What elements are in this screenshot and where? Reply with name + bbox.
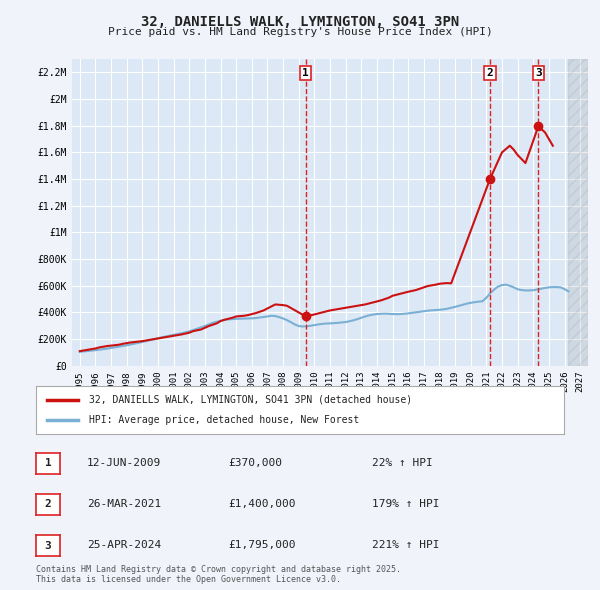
Text: 3: 3 (535, 68, 542, 78)
Text: 179% ↑ HPI: 179% ↑ HPI (372, 499, 439, 509)
Text: 2: 2 (487, 68, 493, 78)
Text: 32, DANIELLS WALK, LYMINGTON, SO41 3PN: 32, DANIELLS WALK, LYMINGTON, SO41 3PN (141, 15, 459, 29)
Text: 2: 2 (44, 500, 52, 509)
Text: 1: 1 (44, 458, 52, 468)
Text: 32, DANIELLS WALK, LYMINGTON, SO41 3PN (detached house): 32, DANIELLS WALK, LYMINGTON, SO41 3PN (… (89, 395, 412, 405)
Text: 3: 3 (44, 541, 52, 550)
Text: 221% ↑ HPI: 221% ↑ HPI (372, 540, 439, 550)
Text: HPI: Average price, detached house, New Forest: HPI: Average price, detached house, New … (89, 415, 359, 425)
Text: Price paid vs. HM Land Registry's House Price Index (HPI): Price paid vs. HM Land Registry's House … (107, 27, 493, 37)
Text: 25-APR-2024: 25-APR-2024 (87, 540, 161, 550)
Text: 1: 1 (302, 68, 309, 78)
Text: 22% ↑ HPI: 22% ↑ HPI (372, 458, 433, 467)
Text: 12-JUN-2009: 12-JUN-2009 (87, 458, 161, 467)
Text: Contains HM Land Registry data © Crown copyright and database right 2025.
This d: Contains HM Land Registry data © Crown c… (36, 565, 401, 584)
Text: £1,400,000: £1,400,000 (228, 499, 296, 509)
Bar (568, 59, 588, 366)
Text: £370,000: £370,000 (228, 458, 282, 467)
Text: 26-MAR-2021: 26-MAR-2021 (87, 499, 161, 509)
Text: £1,795,000: £1,795,000 (228, 540, 296, 550)
